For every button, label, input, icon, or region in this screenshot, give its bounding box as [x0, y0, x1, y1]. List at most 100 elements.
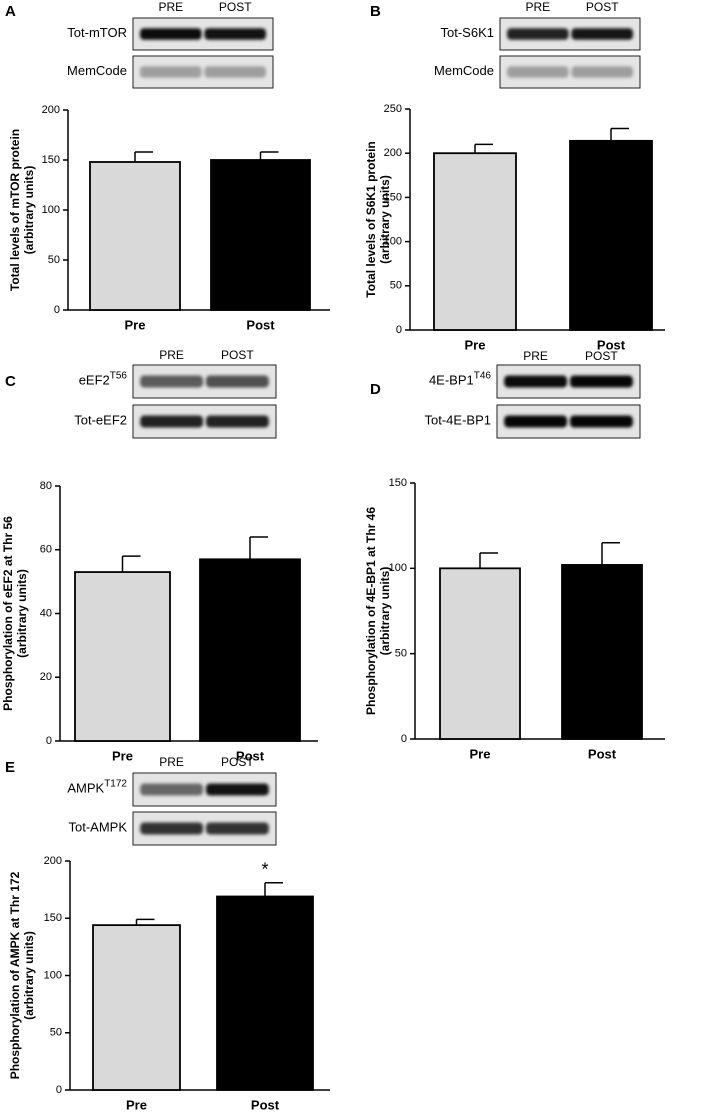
blot-column-label: PRE	[159, 755, 184, 769]
x-tick-label: Post	[251, 1097, 280, 1112]
y-tick-label: 100	[42, 204, 60, 216]
y-axis-label: (arbitrary units)	[15, 569, 29, 658]
y-axis-label: (arbitrary units)	[378, 567, 392, 656]
bar	[89, 161, 181, 311]
y-axis-label: Phosphorylation of 4E-BP1 at Thr 46	[364, 507, 378, 715]
panel-label: E	[5, 759, 15, 776]
blot-row-label: Tot-AMPK	[68, 820, 127, 835]
blot-band	[507, 28, 569, 40]
y-tick-label: 100	[384, 236, 402, 248]
blot-band	[205, 415, 269, 428]
x-tick-label: Post	[236, 748, 265, 763]
blot-column-label: PRE	[523, 349, 548, 363]
panel: B PRE POST Tot-S6K1 MemCode 0 50 100 150 200 250 To…	[364, 0, 665, 352]
blot-row-name: AMPK	[67, 781, 104, 796]
y-tick-label: 50	[395, 648, 407, 660]
bar	[433, 152, 517, 331]
blot-row-name: Tot-eEF2	[74, 413, 127, 428]
y-tick-label: 0	[56, 1084, 62, 1096]
bar	[439, 567, 521, 740]
y-tick-label: 0	[54, 304, 60, 316]
blot-band	[569, 375, 633, 388]
blot-band	[140, 783, 204, 796]
y-axis-label: Total levels of S6K1 protein	[364, 141, 378, 297]
blot-column-label: POST	[221, 755, 254, 769]
blot-row-name: MemCode	[434, 63, 494, 78]
blot-band	[140, 415, 204, 428]
panel-label: D	[370, 381, 381, 398]
blot-row-label: 4E-BP1T46	[429, 370, 491, 388]
panel-label: C	[5, 373, 16, 390]
blot-row-label: MemCode	[434, 63, 494, 78]
blot-band	[140, 28, 202, 40]
panel: C PRE POST eEF2T56 Tot-eEF2 0 20 40 60 80 Phosphor…	[1, 348, 318, 763]
panel: D PRE POST 4E-BP1T46 Tot-4E-BP1 0 50 100 150 Phos…	[364, 349, 665, 761]
blot-band	[204, 28, 266, 40]
y-axis-label: (arbitrary units)	[22, 931, 36, 1020]
y-tick-label: 50	[50, 1027, 62, 1039]
blot-band	[571, 66, 633, 78]
x-tick-label: Pre	[112, 748, 133, 763]
y-tick-label: 200	[384, 147, 402, 159]
blot-column-label: PRE	[158, 0, 183, 14]
x-tick-label: Pre	[126, 1097, 147, 1112]
bar	[216, 895, 314, 1091]
blot-row-label: eEF2T56	[79, 370, 128, 388]
y-tick-label: 0	[396, 324, 402, 336]
y-tick-label: 50	[390, 280, 402, 292]
significance-marker: *	[261, 860, 268, 880]
y-tick-label: 40	[40, 607, 52, 619]
bar	[199, 558, 301, 742]
blot-column-label: PRE	[525, 0, 550, 14]
blot-row-label: Tot-4E-BP1	[425, 413, 491, 428]
x-tick-label: Post	[246, 317, 275, 332]
panel: E PRE POST AMPKT172 Tot-AMPK 0 50 100 150 200 Phos…	[5, 755, 330, 1112]
y-axis-label: (arbitrary units)	[22, 166, 36, 255]
x-tick-label: Post	[597, 337, 626, 352]
blot-column-label: POST	[221, 348, 254, 362]
blot-row-name: Tot-S6K1	[441, 25, 494, 40]
blot-row-label: AMPKT172	[67, 778, 127, 796]
blot-band	[205, 783, 269, 796]
y-tick-label: 50	[48, 254, 60, 266]
blot-row-label: Tot-eEF2	[74, 413, 127, 428]
x-tick-label: Pre	[125, 317, 146, 332]
blot-column-label: PRE	[159, 348, 184, 362]
y-tick-label: 100	[389, 562, 407, 574]
bar	[92, 924, 181, 1091]
y-axis-label: Total levels of mTOR protein	[8, 129, 22, 291]
y-tick-label: 200	[44, 855, 62, 867]
y-tick-label: 250	[384, 103, 402, 115]
blot-band	[205, 375, 269, 388]
bar	[210, 159, 311, 311]
blot-band	[507, 66, 569, 78]
y-axis-label: Phosphorylation of eEF2 at Thr 56	[1, 516, 15, 711]
bar	[74, 571, 171, 742]
blot-band	[140, 822, 204, 835]
y-axis-label: Phosphorylation of AMPK at Thr 172	[8, 871, 22, 1079]
blot-column-label: POST	[219, 0, 252, 14]
blot-column-label: POST	[586, 0, 619, 14]
blot-row-name: Tot-mTOR	[67, 25, 127, 40]
x-tick-label: Pre	[470, 746, 491, 761]
y-tick-label: 0	[401, 733, 407, 745]
blot-row-superscript: T172	[104, 778, 127, 789]
panel-label: B	[370, 3, 381, 20]
blot-band	[569, 415, 633, 428]
y-tick-label: 20	[40, 671, 52, 683]
blot-row-label: Tot-mTOR	[67, 25, 127, 40]
blot-row-superscript: T56	[110, 370, 128, 381]
x-tick-label: Post	[588, 746, 617, 761]
blot-row-name: Tot-4E-BP1	[425, 413, 491, 428]
y-tick-label: 150	[384, 191, 402, 203]
blot-band	[205, 822, 269, 835]
blot-row-name: 4E-BP1	[429, 373, 474, 388]
blot-band	[140, 375, 204, 388]
y-tick-label: 200	[42, 104, 60, 116]
blot-band	[204, 66, 266, 78]
panel-label: A	[5, 3, 16, 20]
blot-band	[504, 375, 568, 388]
y-tick-label: 150	[44, 912, 62, 924]
bar	[569, 139, 653, 331]
y-tick-label: 60	[40, 544, 52, 556]
